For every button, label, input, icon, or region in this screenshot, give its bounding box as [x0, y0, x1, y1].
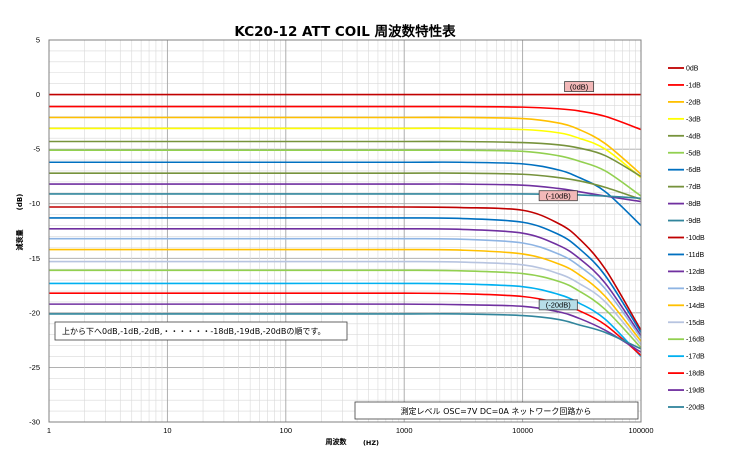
y-tick-label: -10: [29, 199, 40, 208]
series-line-8: [49, 183, 642, 203]
y-tick-label: -5: [33, 145, 40, 154]
legend-label-20: -20dB: [686, 405, 705, 412]
legend-label-17: -17dB: [686, 354, 705, 361]
series-line-9: [49, 193, 642, 200]
plot-grid: [48, 39, 641, 423]
legend-label-12: -12dB: [686, 269, 705, 276]
legend-label-10: -10dB: [686, 235, 705, 242]
y-tick-label: -30: [29, 418, 40, 427]
series-line-14: [49, 248, 642, 342]
x-tick-label: 100000: [628, 426, 653, 435]
series-line-1: [49, 105, 642, 131]
annotation-box-0: [564, 81, 594, 92]
y-axis-label: 減衰量: [15, 230, 24, 251]
x-tick-label: 10000: [512, 426, 533, 435]
legend-label-5: -5dB: [686, 150, 701, 157]
x-tick-label: 1000: [396, 426, 413, 435]
legend-label-15: -15dB: [686, 320, 705, 327]
series-line-20: [48, 313, 642, 350]
annotation-box-1: [538, 190, 578, 202]
legend-label-19: -19dB: [686, 388, 705, 395]
y-tick-label: 0: [36, 90, 40, 99]
legend: 0dB -1dB -2dB -3dB -4dB -5dB -6dB -7dB -8dB -9dB -…: [668, 66, 705, 412]
series-line-6: [49, 161, 642, 227]
legend-label-16: -16dB: [686, 337, 705, 344]
series-line-7: [49, 172, 642, 201]
series-line-12: [48, 227, 642, 337]
y-tick-label: -20: [29, 308, 40, 317]
x-tick-label: 10: [163, 426, 171, 435]
plot-frame: [48, 39, 642, 423]
legend-label-2: -2dB: [686, 99, 701, 106]
x-axis-label: 周波数: [326, 437, 348, 446]
measurement-note-box: [354, 401, 639, 420]
axis-ticks: 5 0 -5 -10 -15 -20 -25 -30 1 10 100 1000 10000 100000: [29, 36, 653, 436]
series-line-3: [49, 127, 642, 179]
annotation-box-2: [538, 299, 578, 311]
series-line-11: [49, 217, 642, 333]
legend-label-18: -18dB: [686, 371, 705, 378]
series-layer: [48, 93, 642, 358]
legend-label-14: -14dB: [686, 303, 705, 310]
legend-label-7: -7dB: [686, 184, 701, 191]
x-tick-label: 1: [47, 426, 51, 435]
annotations-layer: (0dB) (-10dB) (-20dB) 上から下へ0dB,-1dB,-2dB,・・…: [54, 81, 639, 420]
legend-label-1: -1dB: [686, 82, 701, 89]
chart-title: KC20-12 ATT COIL 周波数特性表: [234, 23, 456, 40]
series-line-5: [49, 149, 642, 197]
order-note-box: [54, 321, 348, 341]
legend-label-4: -4dB: [686, 133, 701, 140]
x-axis-unit: (HZ): [363, 439, 379, 447]
y-axis-unit: (dB): [16, 194, 24, 211]
annotation-label-0: (0dB): [570, 82, 589, 91]
series-line-17: [48, 282, 642, 358]
series-line-10: [49, 206, 642, 331]
series-line-18: [48, 292, 642, 357]
series-line-4: [48, 140, 642, 178]
series-line-19: [49, 303, 642, 353]
legend-label-13: -13dB: [686, 286, 705, 293]
y-tick-label: -15: [29, 254, 40, 263]
annotation-label-2: (-20dB): [546, 301, 572, 310]
y-tick-label: -25: [29, 363, 40, 372]
measurement-note-text: 測定レベル OSC=7V DC=0A ネットワーク回路から: [401, 406, 592, 416]
legend-label-8: -8dB: [686, 201, 701, 208]
series-line-15: [49, 260, 642, 346]
order-note-text: 上から下へ0dB,-1dB,-2dB,・・・・・・-18dB,-19dB,-20…: [62, 327, 326, 336]
legend-label-11: -11dB: [686, 252, 704, 259]
y-tick-label: 5: [36, 36, 40, 45]
axis-titles: (dB) 減衰量 周波数 (HZ): [15, 194, 379, 447]
legend-label-3: -3dB: [686, 116, 701, 123]
legend-label-9: -9dB: [686, 218, 701, 225]
legend-label-6: -6dB: [686, 167, 701, 174]
annotation-label-1: (-10dB): [546, 192, 572, 201]
x-tick-label: 100: [280, 426, 293, 435]
series-line-2: [49, 116, 642, 175]
series-line-16: [49, 269, 642, 349]
legend-label-0: 0dB: [686, 66, 699, 73]
series-line-13: [48, 237, 642, 339]
